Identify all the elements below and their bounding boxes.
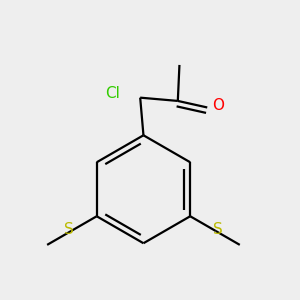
- Text: S: S: [64, 223, 74, 238]
- Text: O: O: [212, 98, 224, 113]
- Text: Cl: Cl: [105, 86, 120, 101]
- Text: S: S: [213, 223, 223, 238]
